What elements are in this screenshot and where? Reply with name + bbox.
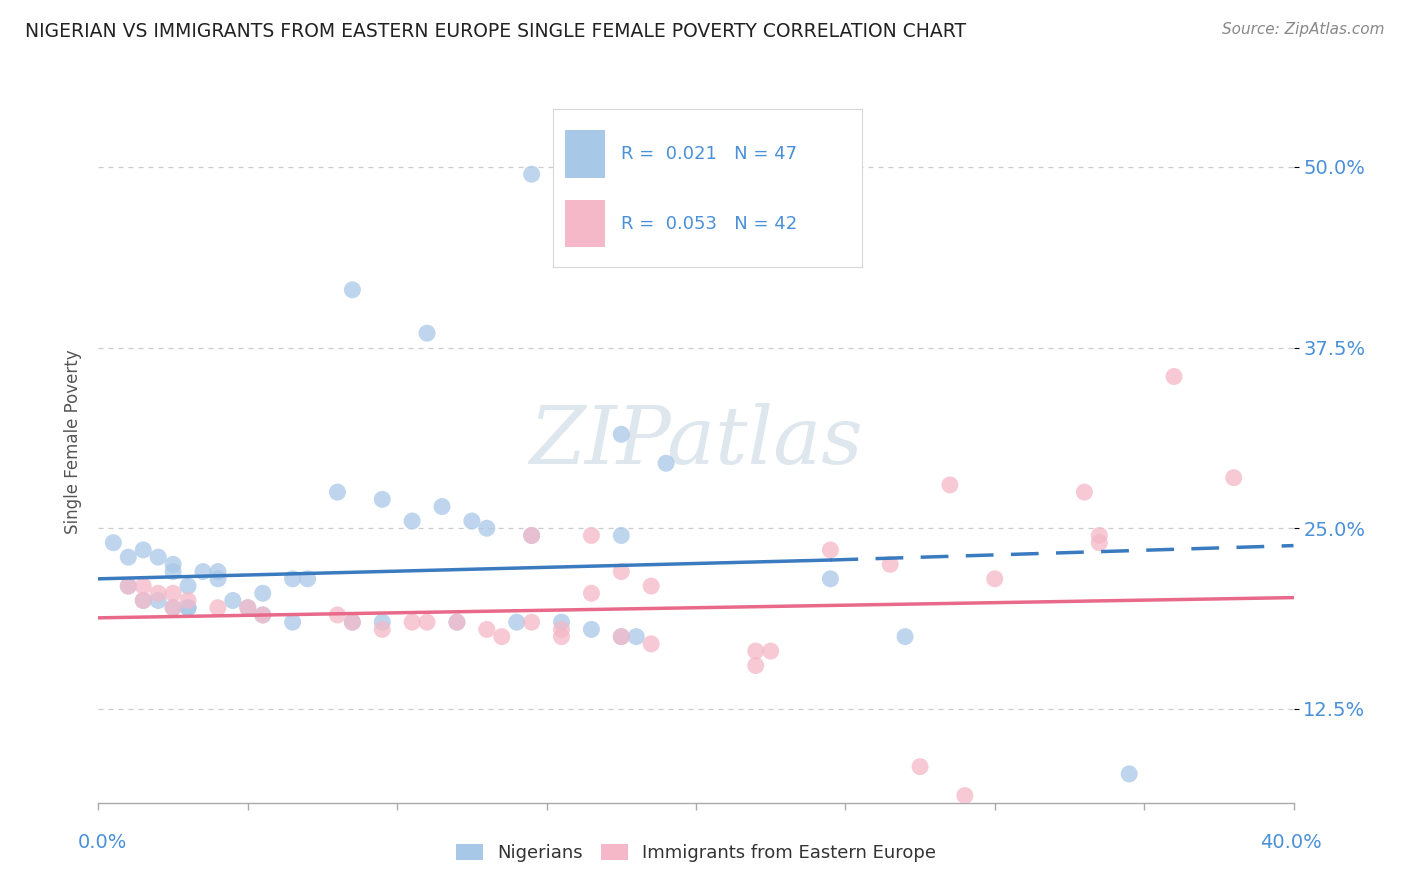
Point [550, 630, 572, 644]
Point [550, 615, 572, 630]
Point [162, 558, 184, 572]
Point [103, 535, 125, 549]
Point [371, 492, 394, 507]
Point [401, 514, 423, 528]
Point [1088, 528, 1111, 542]
Point [640, 579, 662, 593]
Text: 0.0%: 0.0% [77, 833, 128, 853]
Text: NIGERIAN VS IMMIGRANTS FROM EASTERN EUROPE SINGLE FEMALE POVERTY CORRELATION CHA: NIGERIAN VS IMMIGRANTS FROM EASTERN EURO… [25, 22, 966, 41]
Legend: Nigerians, Immigrants from Eastern Europe: Nigerians, Immigrants from Eastern Europ… [449, 837, 943, 870]
Point [1118, 767, 1140, 781]
Point [1223, 471, 1246, 485]
Point [326, 485, 349, 500]
Point [177, 600, 200, 615]
Point [236, 600, 259, 615]
Point [401, 615, 423, 630]
Point [342, 615, 364, 630]
Point [984, 572, 1007, 586]
Point [745, 644, 768, 658]
Point [252, 607, 274, 622]
Point [520, 615, 543, 630]
Point [610, 630, 633, 644]
Point [550, 623, 572, 637]
Point [759, 644, 782, 658]
Point [342, 283, 364, 297]
Point [1163, 369, 1185, 384]
Point [610, 427, 633, 442]
Point [132, 542, 155, 557]
Point [207, 565, 229, 579]
Point [326, 607, 349, 622]
Point [342, 615, 364, 630]
Point [520, 528, 543, 542]
Point [207, 572, 229, 586]
Point [371, 615, 394, 630]
Point [520, 528, 543, 542]
Point [820, 572, 842, 586]
Point [162, 600, 184, 615]
Point [655, 456, 678, 470]
Point [610, 565, 633, 579]
Point [640, 637, 662, 651]
Point [132, 593, 155, 607]
Point [461, 514, 484, 528]
Point [132, 593, 155, 607]
Point [610, 528, 633, 542]
Point [610, 630, 633, 644]
Point [581, 586, 603, 600]
Text: ZIPatlas: ZIPatlas [529, 403, 863, 480]
Text: 40.0%: 40.0% [1260, 833, 1322, 853]
Point [1088, 535, 1111, 549]
Point [520, 167, 543, 181]
Point [162, 586, 184, 600]
Point [117, 579, 139, 593]
Point [177, 579, 200, 593]
Y-axis label: Single Female Poverty: Single Female Poverty [63, 350, 82, 533]
Point [894, 630, 917, 644]
Point [879, 558, 901, 572]
Point [908, 760, 931, 774]
Point [132, 579, 155, 593]
Point [581, 623, 603, 637]
Point [117, 550, 139, 565]
Point [446, 615, 468, 630]
Point [939, 478, 962, 492]
Point [820, 542, 842, 557]
Point [281, 615, 304, 630]
Point [297, 572, 319, 586]
Point [177, 593, 200, 607]
Point [252, 586, 274, 600]
Point [430, 500, 453, 514]
Point [117, 579, 139, 593]
Point [222, 593, 245, 607]
Point [491, 630, 513, 644]
Text: Source: ZipAtlas.com: Source: ZipAtlas.com [1222, 22, 1385, 37]
Point [745, 658, 768, 673]
Point [475, 623, 498, 637]
Point [252, 607, 274, 622]
Point [148, 550, 170, 565]
Point [506, 615, 529, 630]
Point [371, 623, 394, 637]
Point [1073, 485, 1095, 500]
Point [446, 615, 468, 630]
Point [177, 600, 200, 615]
Point [626, 630, 648, 644]
Point [475, 521, 498, 535]
Point [191, 565, 214, 579]
Point [281, 572, 304, 586]
Point [416, 615, 439, 630]
Point [148, 593, 170, 607]
Point [953, 789, 976, 803]
Point [148, 586, 170, 600]
Point [207, 600, 229, 615]
Point [162, 565, 184, 579]
Point [581, 528, 603, 542]
Point [162, 600, 184, 615]
Point [416, 326, 439, 341]
Point [236, 600, 259, 615]
